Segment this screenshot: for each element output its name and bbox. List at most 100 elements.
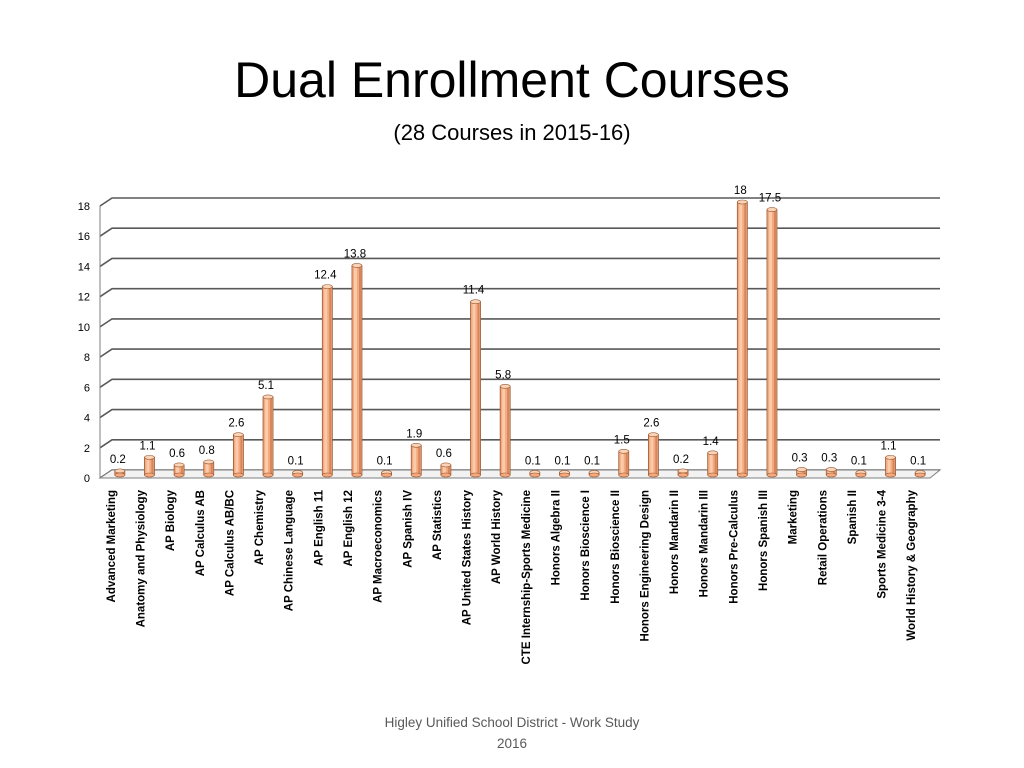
footer-line-1: Higley Unified School District - Work St… bbox=[384, 715, 640, 730]
gridline bbox=[99, 318, 940, 328]
x-tick-label: Honors Mandarin III bbox=[699, 490, 711, 597]
x-tick-label: Retail Operations bbox=[817, 490, 829, 585]
data-label: 12.4 bbox=[314, 270, 337, 282]
data-label: 0.1 bbox=[851, 455, 867, 467]
y-tick-label: 4 bbox=[84, 413, 90, 425]
data-label: 5.1 bbox=[258, 380, 274, 392]
footer: Higley Unified School District - Work St… bbox=[312, 712, 712, 754]
gridlines bbox=[99, 197, 940, 479]
y-tick-label: 6 bbox=[84, 382, 90, 394]
data-label: 1.5 bbox=[614, 434, 630, 446]
data-label: 0.2 bbox=[110, 454, 126, 466]
data-label: 0.1 bbox=[584, 455, 600, 467]
bar bbox=[381, 470, 393, 478]
gridline bbox=[99, 257, 940, 268]
x-tick-label: AP Spanish IV bbox=[402, 490, 414, 568]
footer-line-2: 2016 bbox=[496, 736, 528, 751]
data-label: 17.5 bbox=[759, 193, 781, 205]
bar bbox=[351, 263, 363, 478]
y-tick-label: 14 bbox=[78, 261, 90, 273]
bar bbox=[647, 432, 659, 478]
x-tick-label: Honors Bioscience I bbox=[580, 490, 592, 601]
x-tick-label: Honors Mandarin II bbox=[669, 490, 681, 594]
chart-title: Dual Enrollment Courses bbox=[234, 52, 790, 108]
gridline bbox=[99, 408, 940, 419]
y-tick-label: 12 bbox=[78, 292, 90, 304]
bar bbox=[825, 467, 837, 478]
x-tick-label: AP United States History bbox=[462, 489, 474, 625]
bar bbox=[559, 470, 570, 478]
data-label: 1.4 bbox=[703, 436, 720, 448]
gridline bbox=[99, 348, 940, 358]
data-label: 0.3 bbox=[792, 452, 808, 464]
y-tick-label: 8 bbox=[84, 352, 90, 364]
bar bbox=[173, 462, 185, 478]
bar bbox=[440, 462, 452, 478]
data-label: 0.1 bbox=[910, 455, 926, 467]
bar bbox=[588, 470, 600, 478]
x-tick-label: AP Statistics bbox=[432, 490, 444, 560]
x-tick-label: CTE Internship-Sports Medicine bbox=[521, 490, 533, 664]
x-tick-label: Anatomy and Physiology bbox=[135, 489, 147, 627]
bar-chart: 0 2 4 6 8 10 12 14 16 18 0.2 1.1 0.6 0.8 2.6 5.1 0.1 12.… bbox=[78, 185, 942, 664]
chart-floor bbox=[98, 469, 942, 479]
bar bbox=[529, 470, 541, 478]
x-tick-label: AP Chinese Language bbox=[284, 490, 296, 611]
bar bbox=[262, 394, 274, 478]
x-tick-label: AP Biology bbox=[165, 489, 177, 551]
bar bbox=[618, 449, 630, 478]
data-label: 0.1 bbox=[288, 455, 304, 467]
bar bbox=[114, 468, 126, 478]
bar bbox=[855, 470, 867, 478]
data-label: 11.4 bbox=[463, 285, 485, 297]
gridline bbox=[99, 197, 940, 207]
data-label: 0.6 bbox=[436, 448, 452, 460]
bar bbox=[470, 299, 481, 478]
data-label: 0.1 bbox=[525, 455, 541, 467]
bar bbox=[203, 459, 215, 478]
data-label: 1.1 bbox=[881, 440, 897, 452]
gridline bbox=[99, 227, 940, 237]
bar bbox=[766, 207, 778, 478]
x-tick-label: Marketing bbox=[788, 490, 800, 544]
y-tick-labels: 0 2 4 6 8 10 12 14 16 18 bbox=[78, 201, 90, 485]
x-tick-label: AP Macroeconomics bbox=[373, 490, 385, 603]
x-tick-label: AP English 12 bbox=[343, 490, 355, 566]
bars bbox=[114, 199, 926, 478]
data-label: 1.9 bbox=[406, 428, 422, 440]
bar bbox=[144, 455, 155, 478]
bar bbox=[885, 455, 896, 478]
x-tick-label: World History & Geography bbox=[906, 489, 918, 640]
x-tick-label: Honors Engineering Design bbox=[639, 490, 651, 641]
data-label: 0.1 bbox=[377, 455, 393, 467]
data-label: 1.1 bbox=[139, 440, 155, 452]
data-label: 2.6 bbox=[228, 418, 244, 430]
bar bbox=[707, 450, 719, 478]
x-tick-label: AP English 11 bbox=[313, 489, 325, 565]
data-label: 5.8 bbox=[495, 369, 511, 381]
data-label: 13.8 bbox=[344, 248, 366, 260]
y-tick-label: 0 bbox=[84, 473, 90, 485]
bar bbox=[292, 470, 304, 478]
bar bbox=[410, 442, 422, 478]
x-tick-labels: Advanced Marketing Anatomy and Physiology… bbox=[106, 489, 918, 664]
gridline bbox=[99, 378, 940, 388]
x-tick-label: AP World History bbox=[491, 489, 503, 584]
y-tick-label: 2 bbox=[84, 443, 90, 455]
y-tick-label: 10 bbox=[78, 322, 90, 334]
data-labels: 0.2 1.1 0.6 0.8 2.6 5.1 0.1 12.4 13.8 0.1 1.9 0.6 11… bbox=[110, 185, 926, 467]
x-tick-label: AP Calculus AB bbox=[195, 490, 207, 576]
data-label: 2.6 bbox=[643, 418, 659, 430]
bar bbox=[232, 432, 244, 478]
axes bbox=[98, 206, 942, 479]
data-label: 0.2 bbox=[673, 454, 689, 466]
x-tick-label: Sports Medicine 3-4 bbox=[877, 489, 889, 598]
chart-subtitle: (28 Courses in 2015-16) bbox=[393, 120, 631, 145]
x-tick-label: AP Calculus AB/BC bbox=[224, 490, 236, 596]
data-label: 0.6 bbox=[169, 448, 185, 460]
x-tick-label: AP Chemistry bbox=[254, 489, 266, 565]
data-label: 0.8 bbox=[199, 445, 215, 457]
gridline bbox=[99, 438, 940, 449]
x-tick-label: Honors Pre-Calculus bbox=[728, 490, 740, 604]
bar bbox=[736, 199, 748, 478]
